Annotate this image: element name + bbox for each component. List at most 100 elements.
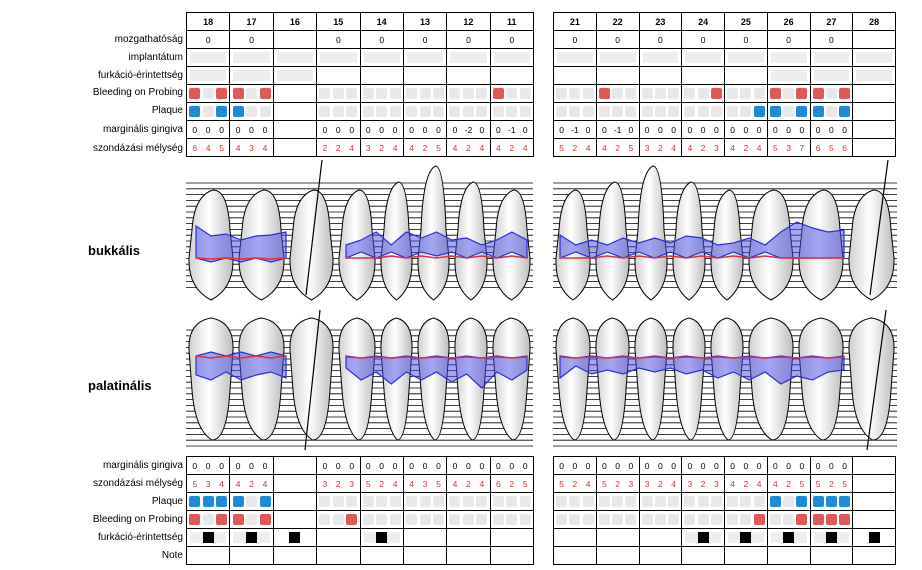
plaque-site[interactable] (476, 106, 488, 117)
plaque-lower-site[interactable] (319, 496, 331, 507)
upper-tooth-palatal[interactable] (634, 317, 668, 441)
plaque-lower-site[interactable] (376, 496, 388, 507)
bleeding-lower-site[interactable] (783, 514, 795, 525)
plaque-lower-cell[interactable] (229, 492, 274, 511)
plaque-cell[interactable] (638, 102, 683, 121)
bleeding-site[interactable] (710, 88, 722, 99)
bleeding-lower-site[interactable] (216, 514, 228, 525)
bleeding-lower-site[interactable] (246, 514, 258, 525)
bleeding-site[interactable] (641, 88, 653, 99)
implant-cell[interactable] (852, 48, 896, 67)
bleeding-lower-site[interactable] (641, 514, 653, 525)
plaque-cell[interactable] (489, 102, 535, 121)
bleeding-lower-site[interactable] (598, 514, 610, 525)
bleeding-site[interactable] (389, 88, 401, 99)
plaque-lower-site[interactable] (362, 496, 374, 507)
plaque-site[interactable] (492, 106, 504, 117)
bleeding-lower-site[interactable] (433, 514, 444, 525)
bleeding-lower-site[interactable] (232, 514, 244, 525)
plaque-lower-site[interactable] (216, 496, 228, 507)
plaque-lower-cell[interactable] (638, 492, 683, 511)
bleeding-site[interactable] (232, 88, 244, 99)
bleeding-site[interactable] (202, 88, 214, 99)
bleeding-lower-site[interactable] (727, 514, 739, 525)
bleeding-lower-site[interactable] (684, 514, 696, 525)
bleeding-lower-cell[interactable] (724, 510, 768, 529)
note-cell[interactable] (852, 546, 896, 565)
plaque-lower-site[interactable] (612, 496, 624, 507)
upper-tooth-buccal[interactable] (848, 189, 895, 301)
bleeding-site[interactable] (825, 88, 837, 99)
upper-tooth-buccal[interactable] (634, 165, 668, 301)
plaque-site[interactable] (506, 106, 518, 117)
bleeding-site[interactable] (246, 88, 258, 99)
plaque-site[interactable] (462, 106, 474, 117)
bleeding-lower-site[interactable] (654, 514, 666, 525)
plaque-lower-site[interactable] (246, 496, 258, 507)
bleeding-cell[interactable] (316, 84, 361, 103)
bleeding-lower-site[interactable] (569, 514, 581, 525)
upper-tooth-palatal[interactable] (289, 317, 334, 441)
bleeding-lower-site[interactable] (710, 514, 722, 525)
plaque-lower-site[interactable] (710, 496, 722, 507)
bleeding-site[interactable] (449, 88, 461, 99)
plaque-lower-site[interactable] (433, 496, 444, 507)
bleeding-lower-site[interactable] (449, 514, 461, 525)
plaque-lower-site[interactable] (232, 496, 244, 507)
plaque-site[interactable] (727, 106, 739, 117)
plaque-lower-site[interactable] (727, 496, 739, 507)
plaque-lower-site[interactable] (556, 496, 568, 507)
plaque-site[interactable] (519, 106, 531, 117)
bleeding-site[interactable] (796, 88, 808, 99)
bleeding-site[interactable] (506, 88, 518, 99)
bleeding-lower-site[interactable] (839, 514, 851, 525)
plaque-site[interactable] (654, 106, 666, 117)
plaque-site[interactable] (189, 106, 201, 117)
bleeding-site[interactable] (519, 88, 531, 99)
bleeding-lower-site[interactable] (506, 514, 518, 525)
bleeding-site[interactable] (476, 88, 488, 99)
plaque-lower-site[interactable] (569, 496, 581, 507)
bleeding-site[interactable] (556, 88, 568, 99)
plaque-lower-site[interactable] (812, 496, 824, 507)
plaque-site[interactable] (625, 106, 637, 117)
plaque-site[interactable] (346, 106, 358, 117)
bleeding-site[interactable] (612, 88, 624, 99)
bleeding-lower-site[interactable] (332, 514, 344, 525)
bleeding-site[interactable] (753, 88, 765, 99)
bleeding-lower-cell[interactable] (402, 510, 448, 529)
plaque-lower-site[interactable] (598, 496, 610, 507)
plaque-lower-site[interactable] (783, 496, 795, 507)
bleeding-lower-site[interactable] (419, 514, 431, 525)
bleeding-site[interactable] (332, 88, 344, 99)
upper-tooth-palatal[interactable] (710, 317, 744, 441)
bleeding-site[interactable] (769, 88, 781, 99)
plaque-site[interactable] (406, 106, 418, 117)
plaque-site[interactable] (769, 106, 781, 117)
upper-tooth-palatal[interactable] (417, 317, 450, 441)
bleeding-lower-site[interactable] (740, 514, 752, 525)
plaque-site[interactable] (556, 106, 568, 117)
plaque-lower-site[interactable] (796, 496, 808, 507)
bleeding-lower-site[interactable] (462, 514, 474, 525)
bleeding-lower-site[interactable] (825, 514, 837, 525)
bleeding-lower-site[interactable] (796, 514, 808, 525)
plaque-lower-site[interactable] (476, 496, 488, 507)
plaque-lower-site[interactable] (462, 496, 474, 507)
bleeding-lower-site[interactable] (389, 514, 401, 525)
bleeding-lower-site[interactable] (376, 514, 388, 525)
upper-tooth-palatal[interactable] (454, 317, 488, 441)
